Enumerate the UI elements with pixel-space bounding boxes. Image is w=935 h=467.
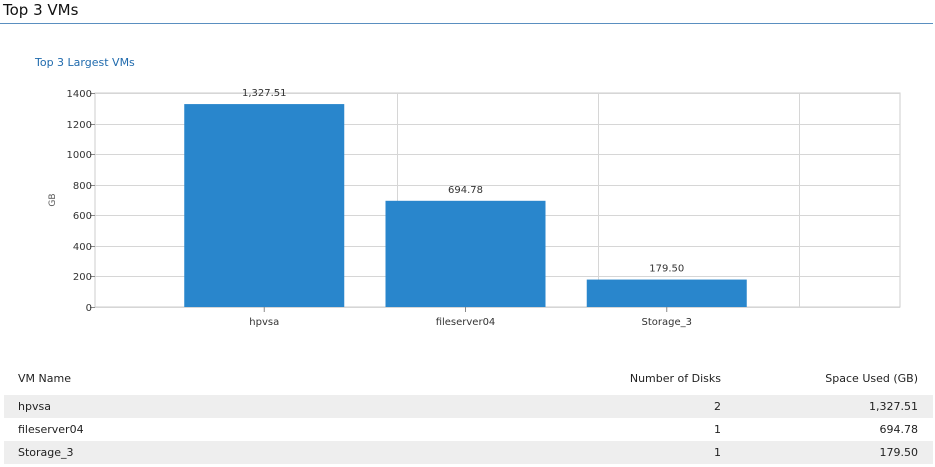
y-tick-label: 400	[73, 242, 92, 253]
y-tick-label: 600	[73, 211, 92, 222]
y-axis-title: GB	[48, 193, 58, 206]
x-tick-label: Storage_3	[642, 317, 693, 328]
cell-vm-name: fileserver04	[18, 423, 84, 436]
vm-table: VM Name Number of Disks Space Used (GB) …	[4, 362, 933, 464]
x-tick-label: hpvsa	[249, 317, 279, 328]
cell-space-used: 1,327.51	[869, 400, 918, 413]
bar-hpvsa	[184, 104, 345, 307]
cell-vm-name: Storage_3	[18, 446, 74, 459]
table-row[interactable]: fileserver04 1 694.78	[4, 418, 933, 441]
table-row[interactable]: hpvsa 2 1,327.51	[4, 395, 933, 418]
table-header-row: VM Name Number of Disks Space Used (GB)	[4, 362, 933, 395]
data-label: 694.78	[448, 185, 483, 196]
y-tick-label: 800	[73, 181, 92, 192]
column-header-number-of-disks[interactable]: Number of Disks	[629, 372, 721, 385]
data-label: 179.50	[649, 264, 684, 275]
column-header-space-used[interactable]: Space Used (GB)	[825, 372, 918, 385]
x-tick-label: fileserver04	[436, 317, 496, 328]
data-label: 1,327.51	[242, 88, 287, 99]
cell-space-used: 694.78	[879, 423, 919, 436]
cell-vm-name: hpvsa	[18, 400, 51, 413]
y-tick-label: 0	[86, 303, 92, 314]
chart-title: Top 3 Largest VMs	[35, 56, 135, 69]
column-header-vm-name[interactable]: VM Name	[18, 372, 71, 385]
bar-storage-3	[586, 279, 747, 307]
cell-space-used: 179.50	[879, 446, 919, 459]
section-title: Top 3 VMs	[3, 1, 79, 19]
y-tick-label: 1400	[67, 89, 92, 100]
cell-number-of-disks: 1	[714, 446, 721, 459]
y-tick-label: 1200	[67, 120, 92, 131]
y-tick-label: 1000	[67, 150, 92, 161]
cell-number-of-disks: 1	[714, 423, 721, 436]
cell-number-of-disks: 2	[714, 400, 721, 413]
y-tick-label: 200	[73, 272, 92, 283]
section-header: Top 3 VMs	[0, 0, 933, 24]
table-row[interactable]: Storage_3 1 179.50	[4, 441, 933, 464]
bar-fileserver04	[385, 200, 546, 307]
bar-chart: 0 200 400 600 800 1000 1200 1400 1,327.51 hpvsa 69…	[48, 88, 901, 328]
